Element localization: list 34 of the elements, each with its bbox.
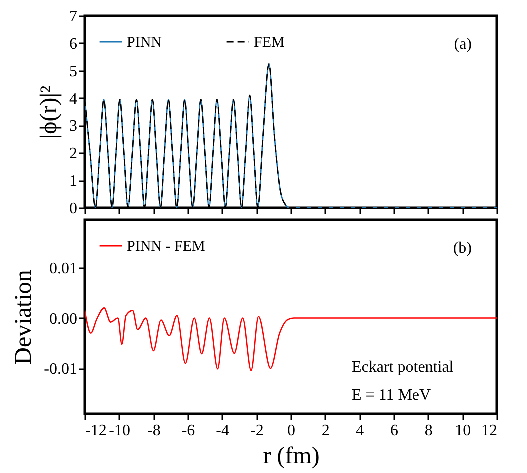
annotation: (b) xyxy=(453,240,472,257)
annotation: (a) xyxy=(454,36,472,53)
x-tick-label: 2 xyxy=(322,422,330,440)
x-tick-label: -2 xyxy=(250,422,264,440)
x-tick-label: -4 xyxy=(216,422,230,440)
x-tick-label: -6 xyxy=(182,422,196,440)
x-tick-label: 4 xyxy=(356,422,364,440)
y-tick-label: 0 xyxy=(70,200,78,218)
x-tick-label: 10 xyxy=(455,422,472,440)
y-axis-title: |ϕ(r)|² xyxy=(36,86,62,140)
legend-label: PINN xyxy=(127,35,162,51)
y-tick-label: -0.01 xyxy=(44,361,78,378)
y-tick-label: 7 xyxy=(70,8,78,26)
x-tick-label: 6 xyxy=(390,422,398,440)
y-tick-label: 1 xyxy=(70,173,78,190)
x-tick-label: -12 xyxy=(86,422,107,440)
y-tick-label: 6 xyxy=(70,36,78,53)
y-tick-label: 4 xyxy=(70,90,78,108)
legend-label: PINN - FEM xyxy=(127,239,206,255)
y-tick-label: 5 xyxy=(70,63,78,80)
y-tick-label: 0.00 xyxy=(50,310,78,328)
x-axis-title: r (fm) xyxy=(263,444,320,470)
legend-label: FEM xyxy=(254,35,285,51)
annotation: Eckart potential xyxy=(352,359,454,376)
x-tick-label: 12 xyxy=(482,422,498,440)
y-tick-label: 3 xyxy=(70,118,78,136)
y-tick-label: 0.01 xyxy=(50,260,78,278)
x-tick-label: 8 xyxy=(424,422,433,440)
annotation: E = 11 MeV xyxy=(352,387,432,404)
x-tick-label: -10 xyxy=(109,422,130,440)
x-tick-label: 0 xyxy=(288,422,296,440)
x-tick-label: -8 xyxy=(148,422,161,440)
y-tick-label: 2 xyxy=(70,146,78,163)
y-axis-title: Deviation xyxy=(11,270,38,365)
